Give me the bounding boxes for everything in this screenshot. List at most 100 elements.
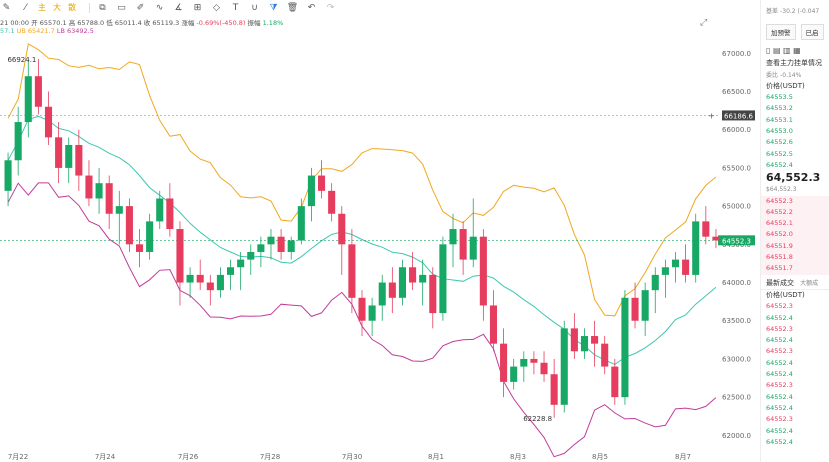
x-tick-label: 8月7 bbox=[675, 453, 691, 461]
candle-body bbox=[348, 244, 356, 298]
bids-list: 64552.3 64552.2 64552.1 64552.0 64551.9 64551… bbox=[761, 195, 829, 275]
candle-body bbox=[358, 297, 366, 321]
pen-icon[interactable]: ✐ bbox=[136, 2, 145, 13]
delete-icon[interactable]: 🗑 bbox=[286, 2, 299, 13]
shape-icon[interactable]: ◇ bbox=[213, 2, 220, 13]
candle-body bbox=[247, 251, 255, 260]
bid-row[interactable]: 64552.1 bbox=[761, 218, 829, 230]
trades-price-header: 价格(USDT) bbox=[766, 290, 805, 299]
candle-body bbox=[682, 259, 690, 275]
y-tick-label: 64000.0 bbox=[722, 279, 751, 287]
ruler-icon[interactable]: ▭ bbox=[117, 2, 126, 13]
candle-body bbox=[95, 183, 103, 199]
middle-band-line bbox=[7, 115, 717, 365]
pencil-icon[interactable]: ✎ bbox=[2, 2, 11, 13]
trade-row: 64552.4 bbox=[766, 370, 793, 379]
bid-row[interactable]: 64552.3 bbox=[761, 195, 829, 207]
book-price-header: 价格(USDT) bbox=[766, 81, 805, 90]
candle-body bbox=[328, 190, 336, 214]
bid-row[interactable]: 64551.8 bbox=[761, 252, 829, 264]
trade-row: 64552.3 bbox=[766, 415, 793, 424]
candle-body bbox=[166, 198, 174, 230]
bid-row[interactable]: 64551.7 bbox=[761, 263, 829, 275]
magnet-icon[interactable]: ∪ bbox=[251, 2, 258, 13]
tab-latest-trades[interactable]: 最新成交 bbox=[766, 278, 794, 287]
enabled-button[interactable]: 已启 bbox=[800, 24, 824, 41]
candle-body bbox=[368, 305, 376, 321]
candle-body bbox=[388, 282, 396, 298]
candle-body bbox=[409, 267, 417, 283]
ub-value: 65421.7 bbox=[27, 27, 55, 35]
text-icon[interactable]: T bbox=[232, 2, 239, 13]
candle-body bbox=[591, 336, 599, 344]
filter-icon[interactable]: ⧩ bbox=[269, 2, 278, 13]
min-price-annotation: 62228.8 bbox=[523, 415, 552, 423]
close-label: 收 bbox=[143, 19, 151, 27]
tab-large-trades[interactable]: 大额成 bbox=[800, 279, 819, 287]
candle-body bbox=[712, 236, 720, 241]
add-alert-button[interactable]: 加预警 bbox=[766, 24, 796, 41]
drawing-tools-icon[interactable]: ⁄ bbox=[24, 2, 27, 13]
book-title[interactable]: 查看主力挂单情况 bbox=[766, 59, 822, 68]
reference-price-text: 66186.6 bbox=[724, 112, 753, 120]
candle-body bbox=[297, 206, 305, 241]
ma-retail-toggle[interactable]: 散 bbox=[68, 3, 76, 12]
book-view-icons[interactable]: ▯ ▤ ▥ ▦ bbox=[766, 46, 801, 56]
low-value: 65011.4 bbox=[114, 19, 142, 27]
ma-large-toggle[interactable]: 大 bbox=[53, 3, 61, 12]
redo-icon[interactable]: ↷ bbox=[326, 2, 335, 13]
fib-icon[interactable]: ∡ bbox=[174, 2, 183, 13]
last-price-text: 64552.3 bbox=[722, 237, 751, 245]
y-tick-label: 63500.0 bbox=[722, 317, 751, 325]
trade-row: 64552.4 bbox=[766, 437, 793, 446]
ub-label: UB bbox=[16, 27, 26, 35]
candle-body bbox=[530, 358, 538, 363]
ask-row[interactable]: 64553.2 bbox=[766, 104, 793, 113]
ask-row[interactable]: 64553.5 bbox=[766, 93, 793, 102]
undo-icon[interactable]: ↶ bbox=[307, 2, 316, 13]
y-tick-label: 67000.0 bbox=[722, 50, 751, 58]
ask-row[interactable]: 64552.4 bbox=[766, 160, 793, 169]
candle-body bbox=[65, 144, 73, 168]
candle-body bbox=[449, 229, 457, 245]
candle-body bbox=[671, 259, 680, 268]
ohlc-info: 21 00:00 开 65570.1 高 65788.0 低 65011.4 收… bbox=[0, 17, 283, 27]
ask-row[interactable]: 64553.0 bbox=[766, 127, 793, 136]
candle-body bbox=[398, 267, 406, 298]
high-label: 高 bbox=[68, 19, 76, 27]
candle-body bbox=[318, 175, 326, 191]
candle-body bbox=[520, 358, 528, 367]
candle-body bbox=[75, 144, 83, 176]
bid-row[interactable]: 64551.9 bbox=[761, 240, 829, 253]
toolbar-divider bbox=[89, 2, 90, 13]
trade-row: 64552.3 bbox=[766, 324, 793, 333]
open-value: 65570.1 bbox=[39, 19, 67, 27]
x-tick-label: 7月22 bbox=[8, 453, 28, 461]
trade-row: 64552.4 bbox=[766, 313, 793, 322]
asks-list: 64553.5 64553.2 64553.1 64553.0 64552.6 64552… bbox=[761, 92, 829, 171]
trade-row: 64552.3 bbox=[766, 302, 793, 311]
fullscreen-icon[interactable]: ⤢ bbox=[700, 18, 708, 28]
copy-icon[interactable]: ⧉ bbox=[99, 2, 106, 13]
candle-body bbox=[14, 122, 22, 161]
candle-body bbox=[186, 274, 194, 283]
candle-body bbox=[661, 267, 669, 275]
change-value: -0.69%(-450.8) bbox=[196, 19, 246, 27]
open-label: 开 bbox=[31, 19, 38, 27]
ask-row[interactable]: 64552.6 bbox=[766, 138, 793, 147]
bid-row[interactable]: 64552.0 bbox=[761, 229, 829, 241]
trade-row: 64552.4 bbox=[766, 426, 793, 435]
ma-main-toggle[interactable]: 主 bbox=[38, 3, 46, 12]
ask-row[interactable]: 64553.1 bbox=[766, 115, 793, 124]
candle-body bbox=[34, 76, 42, 107]
ask-row[interactable]: 64552.5 bbox=[766, 149, 793, 158]
candle-body bbox=[156, 198, 164, 222]
close-value: 65119.3 bbox=[152, 19, 180, 27]
candlestick-chart[interactable]: 67000.066500.066000.065500.065000.064500… bbox=[0, 38, 755, 462]
measure-icon[interactable]: ⊞ bbox=[193, 2, 202, 13]
candle-body bbox=[580, 336, 589, 352]
candle-body bbox=[55, 137, 63, 168]
bid-row[interactable]: 64552.2 bbox=[761, 206, 829, 219]
wave-icon[interactable]: ∿ bbox=[155, 2, 164, 13]
last-price: 64,552.3 bbox=[766, 171, 821, 185]
